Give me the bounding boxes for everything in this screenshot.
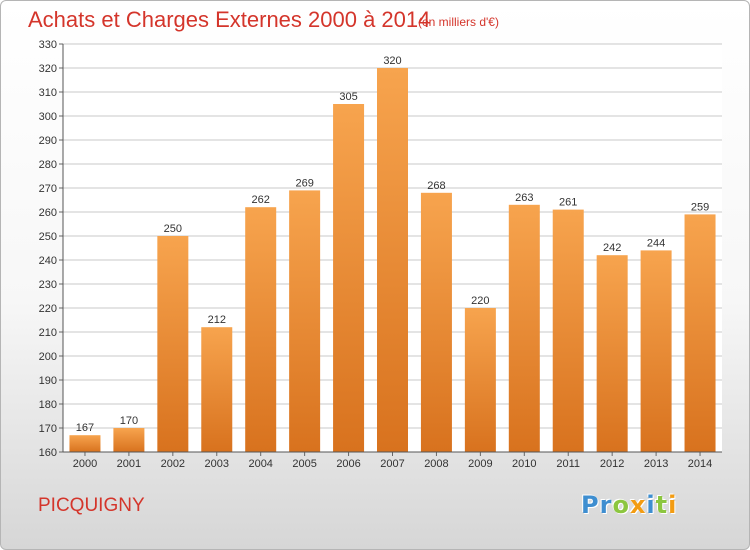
y-tick-label: 250 xyxy=(39,231,57,243)
x-tick-label: 2001 xyxy=(117,458,141,470)
x-tick-label: 2005 xyxy=(292,458,316,470)
bar-value-label: 167 xyxy=(76,422,94,434)
bar xyxy=(245,207,277,452)
x-tick-label: 2006 xyxy=(336,458,360,470)
x-tick-label: 2002 xyxy=(161,458,185,470)
bar-value-label: 268 xyxy=(427,180,445,192)
x-tick-label: 2014 xyxy=(688,458,712,470)
y-tick-label: 330 xyxy=(39,39,57,51)
x-tick-label: 2011 xyxy=(556,458,580,470)
x-tick-label: 2003 xyxy=(205,458,229,470)
bar-value-label: 262 xyxy=(252,194,270,206)
x-tick-label: 2008 xyxy=(424,458,448,470)
bar xyxy=(596,255,628,452)
y-tick-label: 260 xyxy=(39,207,57,219)
bar-value-label: 170 xyxy=(120,415,138,427)
y-tick-label: 300 xyxy=(39,111,57,123)
bar-value-label: 250 xyxy=(164,223,182,235)
bar xyxy=(113,428,145,452)
logo-letter: r xyxy=(599,491,613,519)
bar-value-label: 212 xyxy=(208,314,226,326)
y-tick-label: 230 xyxy=(39,279,57,291)
logo-letter: x xyxy=(629,491,647,519)
axis-lines xyxy=(62,44,722,453)
bar xyxy=(69,435,101,452)
chart-unit-note: (en milliers d'€) xyxy=(418,15,499,29)
logo-letter: i xyxy=(646,491,656,519)
commune-name: PICQUIGNY xyxy=(38,495,145,516)
bar-value-label: 220 xyxy=(471,295,489,307)
x-tick-label: 2007 xyxy=(380,458,404,470)
y-tick-label: 290 xyxy=(39,135,57,147)
y-tick-label: 310 xyxy=(39,87,57,99)
x-tick-label: 2012 xyxy=(600,458,624,470)
logo-letter: i xyxy=(668,491,678,519)
bar xyxy=(552,209,584,452)
bar xyxy=(640,250,672,452)
bar xyxy=(420,192,452,453)
bar xyxy=(201,327,233,452)
bar-value-label: 244 xyxy=(647,237,665,249)
bar-value-label: 263 xyxy=(515,192,533,204)
bar-value-label: 242 xyxy=(603,242,621,254)
y-tick-label: 240 xyxy=(39,255,57,267)
bar xyxy=(157,236,189,452)
logo-letter: o xyxy=(612,491,630,519)
x-tick-label: 2010 xyxy=(512,458,536,470)
y-tick-label: 200 xyxy=(39,351,57,363)
logo-letter: P xyxy=(581,491,600,519)
bar xyxy=(464,308,496,452)
x-axis: 2000 2001 2002 2003 2004 2005 2006 2007 2008 2009… xyxy=(73,452,712,470)
chart-title: Achats et Charges Externes 2000 à 2014 xyxy=(28,7,431,32)
y-tick-label: 320 xyxy=(39,63,57,75)
y-tick-label: 210 xyxy=(39,327,57,339)
y-tick-label: 280 xyxy=(39,159,57,171)
bar-value-label: 305 xyxy=(339,91,357,103)
y-tick-label: 220 xyxy=(39,303,57,315)
x-tick-label: 2013 xyxy=(644,458,668,470)
bar-value-label: 259 xyxy=(691,201,709,213)
y-tick-label: 180 xyxy=(39,399,57,411)
y-tick-label: 190 xyxy=(39,375,57,387)
x-tick-label: 2009 xyxy=(468,458,492,470)
x-tick-label: 2000 xyxy=(73,458,97,470)
y-tick-label: 270 xyxy=(39,183,57,195)
bar xyxy=(508,204,540,452)
y-axis: 160 170 180 190 200 210 220 230 240 250 260 270 280 2… xyxy=(39,39,63,459)
bar xyxy=(289,190,321,452)
y-tick-label: 170 xyxy=(39,423,57,435)
x-tick-label: 2004 xyxy=(248,458,272,470)
bar xyxy=(684,214,716,452)
bar-value-label: 261 xyxy=(559,197,577,209)
bar-value-label: 320 xyxy=(383,55,401,67)
logo-letter: t xyxy=(655,491,669,519)
bars: 167 170 250 212 262 269 305 320 268 220 263 261 242 2… xyxy=(69,55,716,453)
bar xyxy=(333,104,365,452)
bar-value-label: 269 xyxy=(295,177,313,189)
y-tick-label: 160 xyxy=(39,447,57,459)
bar xyxy=(377,68,408,452)
proxiti-logo: Proxiti xyxy=(581,491,677,519)
